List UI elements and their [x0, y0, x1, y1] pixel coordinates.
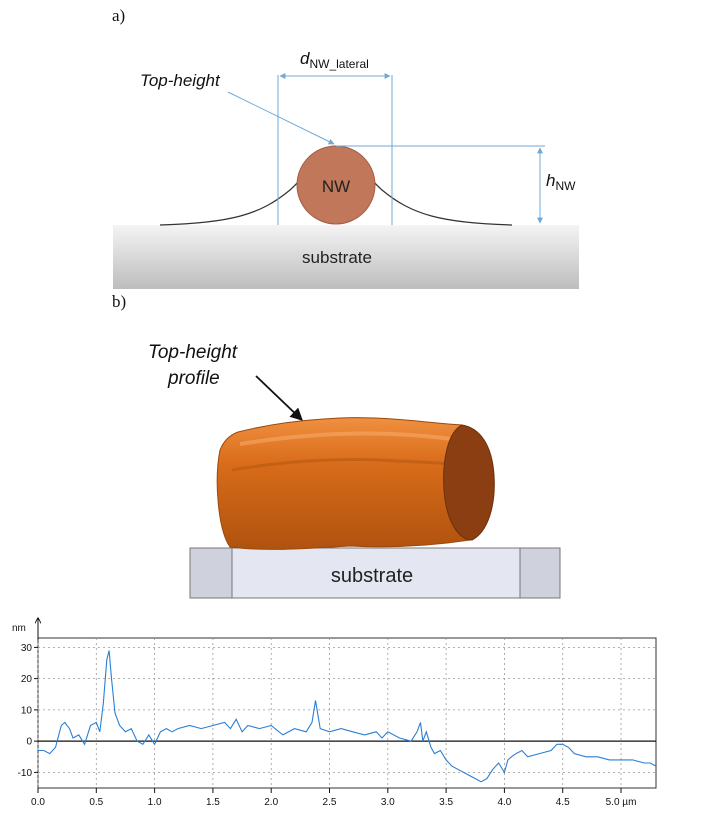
- substrate-slab-b: [189, 547, 561, 599]
- profile-label-line2: profile: [167, 368, 220, 389]
- height-profile-chart: 0.0 0.5 1.0 1.5 2.0 2.5 3.0 3.5 4.0 4.5 5.0 µm -10 0…: [12, 618, 657, 808]
- x-tick-label: 2.5: [323, 797, 337, 808]
- x-tick-label: 3.0: [381, 797, 395, 808]
- x-tick-label: 2.0: [264, 797, 278, 808]
- plot-area: [37, 637, 657, 789]
- y-tick-label: -10: [18, 768, 33, 779]
- top-height-pointer-arrow: [227, 91, 335, 145]
- y-tick-label: 30: [21, 643, 33, 654]
- panel-a-label: a): [112, 6, 126, 25]
- substrate-side-right: [519, 547, 561, 599]
- nanowire-label: NW: [322, 177, 350, 196]
- nanowire-groove: [231, 457, 461, 472]
- nanowire-highlight: [239, 431, 459, 446]
- panel-b-label: b): [112, 292, 127, 311]
- x-tick-label: 3.5: [439, 797, 453, 808]
- y-axis-unit-label: nm: [12, 623, 26, 634]
- panel-b-diagram: Top-height profile substrate: [148, 342, 561, 599]
- y-tick-label: 0: [26, 737, 32, 748]
- nanowire-3d-body: [216, 417, 475, 550]
- x-tick-label: 1.0: [148, 797, 162, 808]
- x-tick-label: 4.5: [556, 797, 570, 808]
- panel-a-diagram: substrate NW dNW_lateral hNW Top-height: [113, 49, 579, 289]
- profile-pointer-arrow: [255, 375, 303, 421]
- x-tick-label: 0.0: [31, 797, 45, 808]
- x-tick-label: 0.5: [89, 797, 103, 808]
- profile-label-line1: Top-height: [148, 342, 238, 363]
- y-tick-label: 10: [21, 705, 33, 716]
- substrate-label-a: substrate: [302, 248, 372, 267]
- x-tick-label: 4.0: [497, 797, 511, 808]
- chart-grid: [37, 638, 656, 788]
- nanowire-end-cap: [443, 424, 495, 541]
- substrate-block-a: [113, 225, 579, 289]
- substrate-label-b: substrate: [331, 565, 413, 587]
- chart-ticks: 0.0 0.5 1.0 1.5 2.0 2.5 3.0 3.5 4.0 4.5 5.0 µm -10 0…: [18, 643, 637, 808]
- substrate-side-left: [189, 547, 233, 599]
- top-height-label: Top-height: [140, 71, 221, 90]
- x-tick-label: 1.5: [206, 797, 220, 808]
- lateral-diameter-label: dNW_lateral: [300, 49, 369, 71]
- height-label: hNW: [546, 171, 576, 193]
- profile-series-line: [38, 650, 657, 783]
- x-tick-label: 5.0 µm: [606, 797, 637, 808]
- y-tick-label: 20: [21, 674, 33, 685]
